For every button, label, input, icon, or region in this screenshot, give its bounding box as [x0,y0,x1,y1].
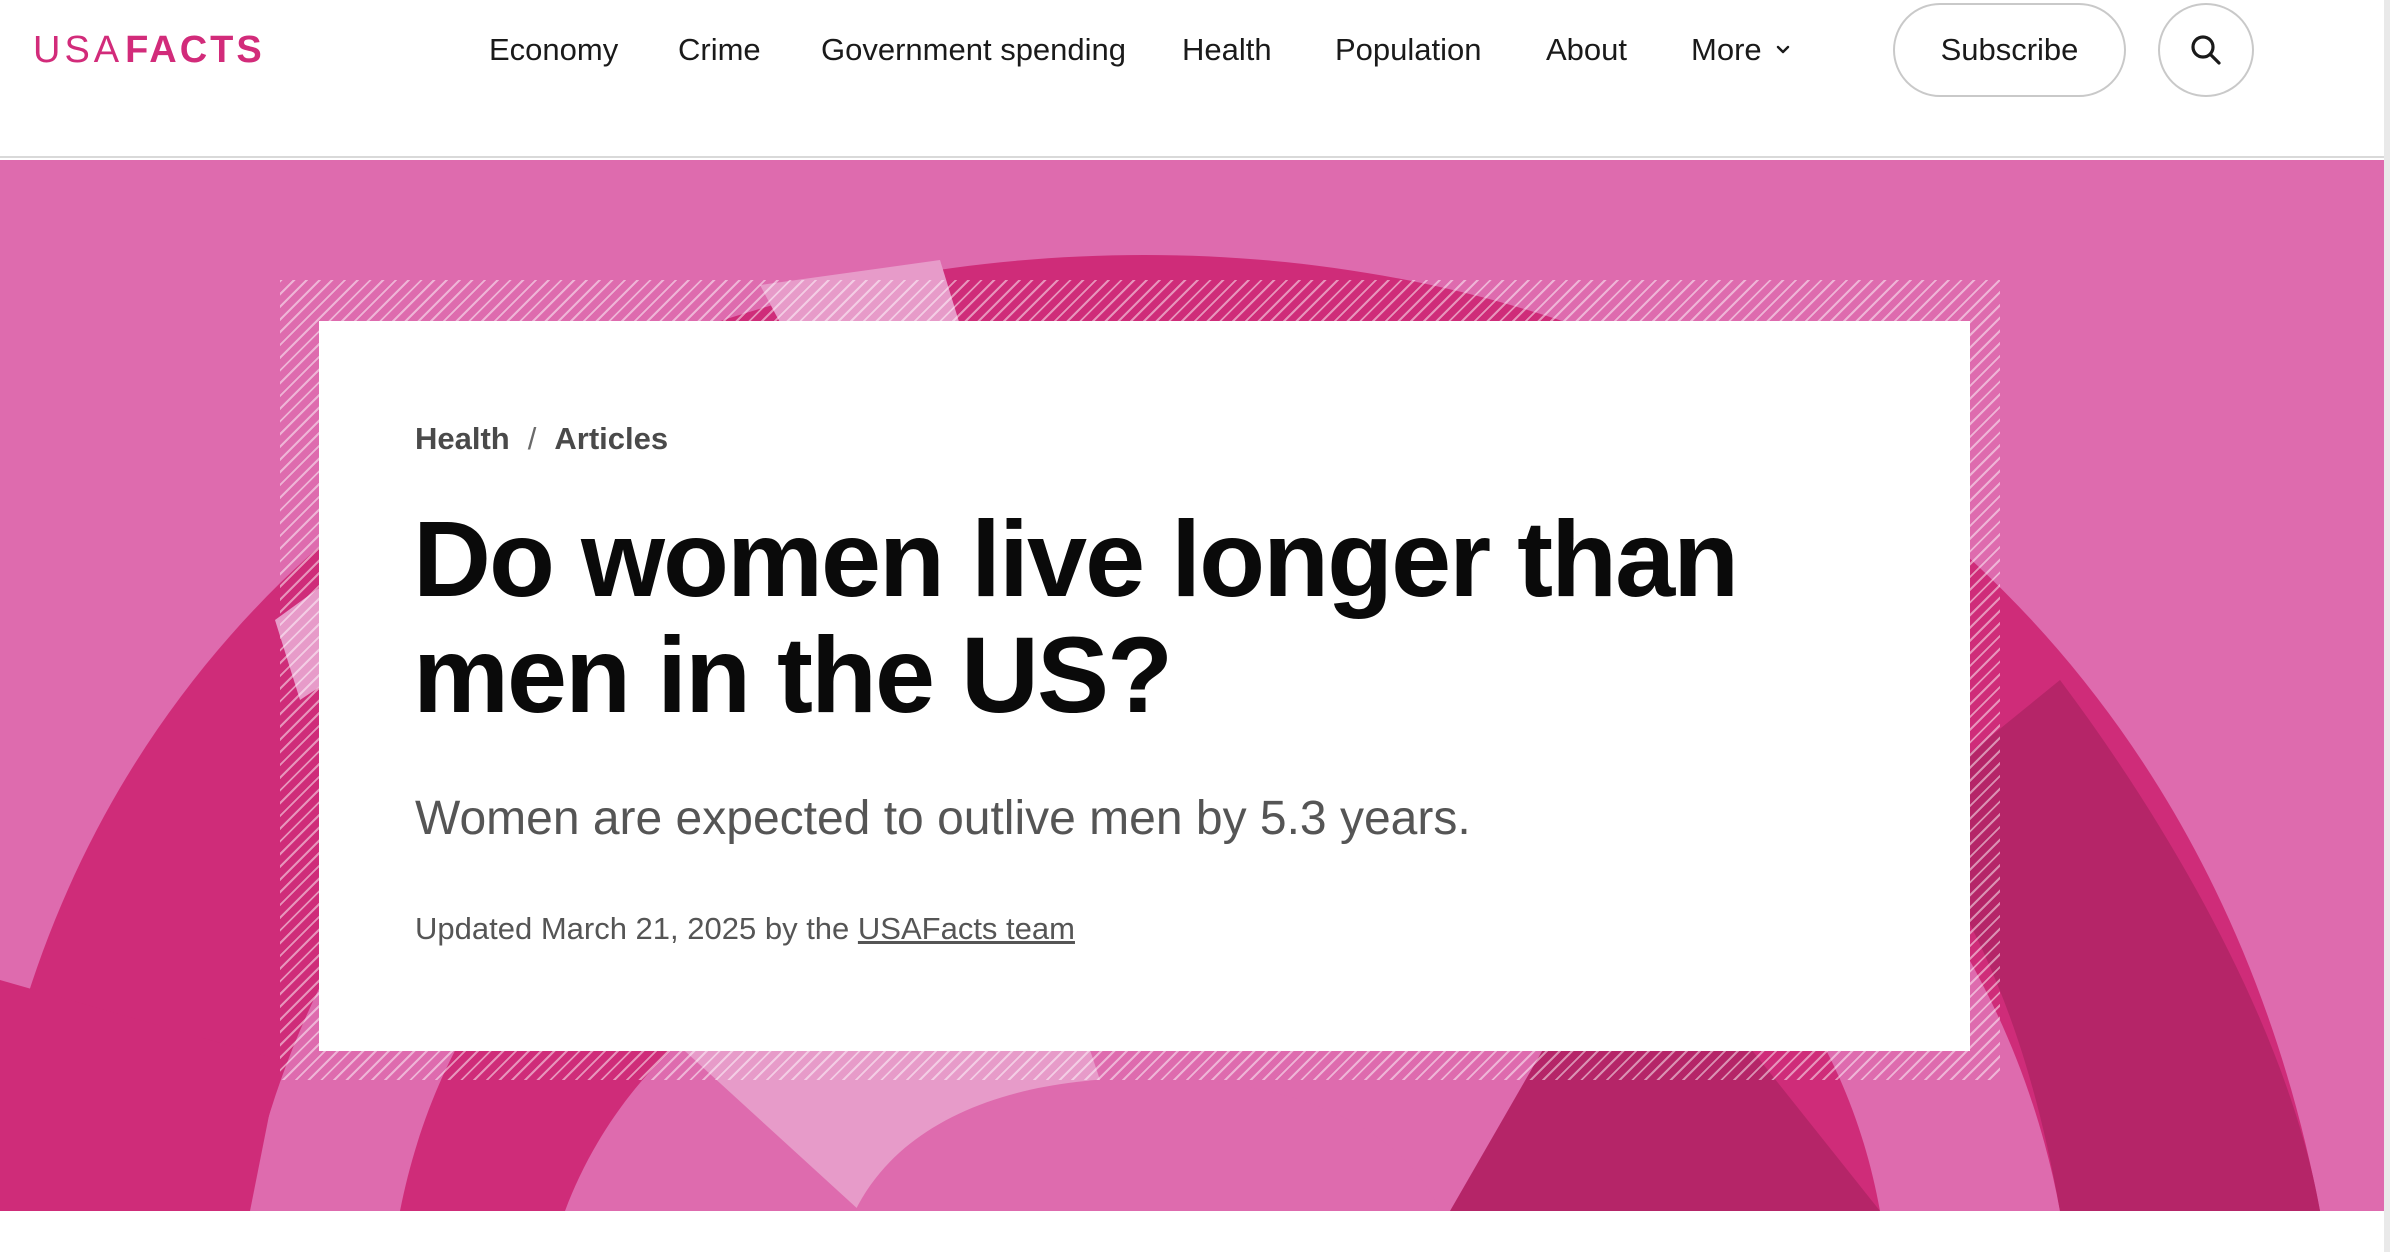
chevron-down-icon [1776,45,1789,54]
page-scroll-edge [2384,0,2390,1252]
article-title: Do women live longer than men in the US? [413,498,1739,735]
breadcrumb-health[interactable]: Health [415,421,510,456]
logo-usa-text: USA [33,28,124,71]
main-nav: Economy Crime Government spending Health… [0,26,1900,74]
breadcrumb-separator: / [527,421,537,456]
byline-author-link[interactable]: USAFacts team [857,911,1075,946]
site-header: USA FACTS Economy Crime Government spend… [0,0,2384,158]
article-hero: Health / Articles Do women live longer t… [0,160,2384,1211]
breadcrumb-articles[interactable]: Articles [554,421,669,456]
subscribe-button[interactable]: Subscribe [1893,3,2126,97]
nav-item-government-spending[interactable]: Government spending [821,32,1127,67]
nav-item-economy[interactable]: Economy [489,32,619,67]
search-button[interactable] [2158,3,2254,97]
nav-item-health[interactable]: Health [1182,32,1272,67]
article-header-card: Health / Articles Do women live longer t… [319,321,1970,1051]
nav-item-more-label: More [1691,32,1762,67]
nav-item-about[interactable]: About [1546,32,1628,67]
logo-facts-text: FACTS [125,28,265,71]
nav-item-population[interactable]: Population [1335,32,1482,67]
article-byline: Updated March 21, 2025 by the USAFacts t… [415,911,1075,947]
search-icon [2191,35,2221,65]
nav-item-more[interactable]: More [1691,26,1790,74]
usafacts-logo[interactable]: USA FACTS [33,26,265,74]
byline-updated-text: Updated March 21, 2025 by the [415,911,858,946]
article-subtitle: Women are expected to outlive men by 5.3… [415,792,1471,845]
nav-item-crime[interactable]: Crime [678,32,761,67]
breadcrumb: Health / Articles [415,421,668,457]
